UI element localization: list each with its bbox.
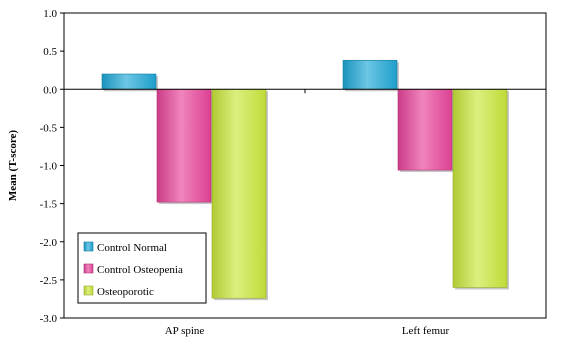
legend-label: Control Osteopenia: [97, 264, 183, 276]
y-tick-label: 1.0: [43, 8, 57, 20]
x-tick-label: Left femur: [402, 325, 450, 337]
legend-label: Control Normal: [97, 242, 167, 254]
legend-swatch: [83, 285, 94, 296]
y-tick-label: -1.0: [40, 161, 58, 173]
y-tick-label: -0.5: [40, 122, 58, 134]
y-tick-label: -2.5: [40, 275, 58, 287]
bar: [342, 59, 398, 90]
bar: [101, 73, 157, 90]
legend-swatch: [83, 263, 94, 274]
bar: [211, 88, 267, 299]
bar: [452, 88, 508, 288]
y-tick-label: -1.5: [40, 199, 58, 211]
y-tick-label: -3.0: [40, 313, 58, 325]
x-tick-label: AP spine: [165, 325, 205, 337]
bar: [397, 88, 453, 171]
y-tick-label: 0.5: [43, 46, 57, 58]
y-tick-label: 0.0: [43, 84, 57, 96]
legend-swatch: [83, 241, 94, 252]
legend: Control Normal Control Osteopenia Osteopor…: [77, 232, 207, 304]
bar: [156, 88, 212, 203]
y-tick-label: -2.0: [40, 237, 58, 249]
y-axis-title: Mean (T-score): [7, 130, 19, 202]
legend-label: Osteoporotic: [97, 286, 154, 298]
legend-box: [77, 232, 207, 304]
